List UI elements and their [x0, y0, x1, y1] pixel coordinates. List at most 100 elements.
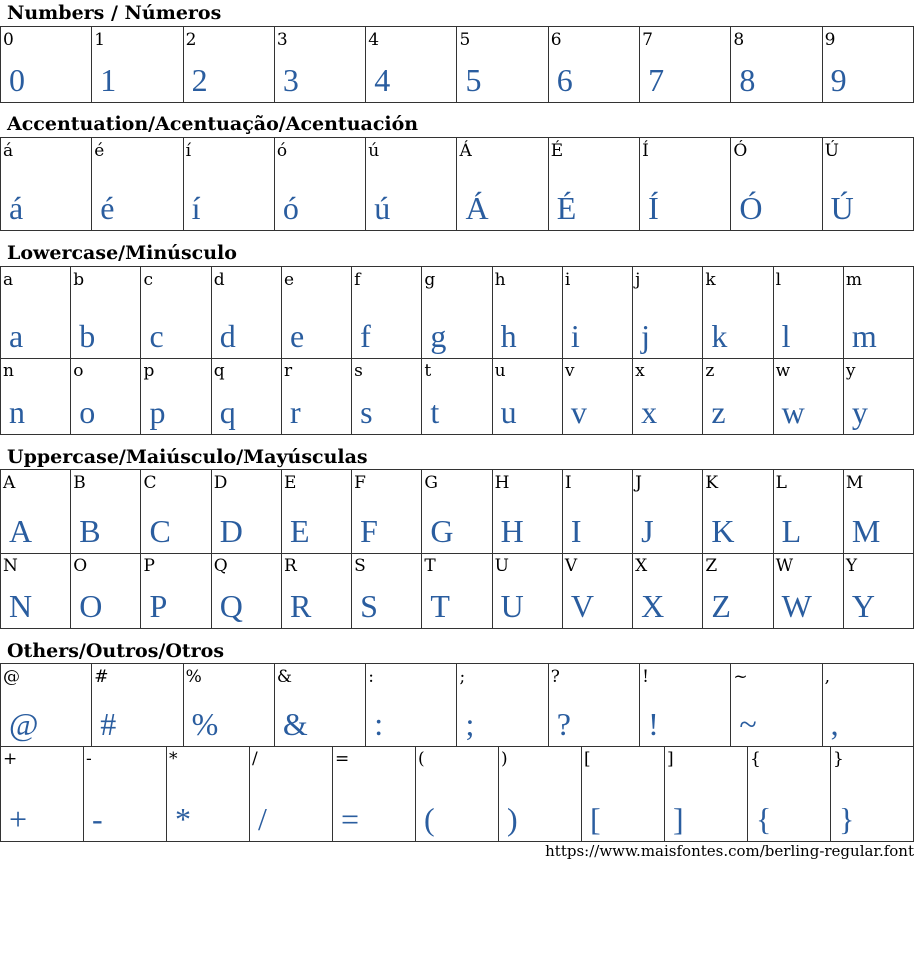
character-label: J: [635, 473, 642, 493]
character-label: i: [564, 270, 571, 290]
character-label: W: [775, 556, 794, 576]
glyph-sample: o: [79, 394, 96, 430]
character-label: (: [418, 749, 425, 769]
character-label: s: [354, 361, 363, 381]
glyph-sample: e: [289, 318, 305, 354]
glyph-cell: %%: [184, 664, 275, 746]
glyph-sample: }: [839, 801, 855, 837]
character-label: !: [642, 667, 649, 687]
character-label: F: [354, 473, 366, 493]
glyph-sample: ;: [465, 706, 475, 742]
character-label: h: [494, 270, 506, 290]
glyph-sample: @: [9, 706, 39, 742]
glyph-sample: &: [282, 706, 308, 742]
glyph-sample: Y: [851, 588, 875, 624]
glyph-sample: 0: [9, 62, 25, 98]
character-label: X: [635, 556, 648, 576]
character-label: [: [584, 749, 591, 769]
glyph-sample: z: [711, 394, 726, 430]
glyph-cell: ]]: [665, 746, 748, 841]
character-label: ?: [550, 667, 560, 687]
glyph-sample: m: [851, 318, 877, 354]
glyph-cell: @ @: [1, 664, 93, 746]
glyph-sample: L: [781, 513, 802, 549]
glyph-sample: /: [258, 801, 267, 837]
glyph-cell: = =: [333, 746, 416, 841]
glyph-cell: ??: [549, 664, 641, 746]
glyph-sample: l: [781, 318, 791, 354]
section-title: Uppercase/Maiúsculo/Mayúsculas: [7, 446, 368, 468]
source-url[interactable]: https://www.maisfontes.com/berling-regul…: [545, 842, 914, 860]
character-label: q: [213, 361, 225, 381]
character-label: r: [283, 361, 293, 381]
glyph-sample: d: [219, 318, 236, 354]
glyph-sample: A: [9, 513, 33, 549]
character-label: w: [775, 361, 791, 381]
character-label: u: [494, 361, 506, 381]
character-label: H: [494, 473, 510, 493]
glyph-cell: ((: [416, 746, 499, 841]
glyph-sample: %: [191, 706, 219, 742]
character-label: y: [845, 361, 856, 381]
character-label: 4: [368, 30, 380, 50]
character-label: n: [3, 361, 14, 381]
glyph-sample: ~: [739, 706, 757, 742]
glyph-sample: [: [590, 801, 601, 837]
glyph-sample: W: [781, 588, 812, 624]
glyph-sample: n: [9, 394, 25, 430]
character-label: R: [283, 556, 297, 576]
character-label: j: [635, 270, 641, 290]
glyph-sample: C: [149, 513, 171, 549]
glyph-sample: D: [219, 513, 243, 549]
glyph-sample: 4: [374, 62, 391, 98]
glyph-sample: N: [9, 588, 33, 624]
glyph-sample: ): [507, 801, 518, 837]
character-label: Q: [213, 556, 228, 576]
character-label: í: [185, 141, 192, 161]
character-label: Ó: [733, 141, 748, 161]
glyph-sample: V: [570, 588, 594, 624]
glyph-sample: P: [149, 588, 168, 624]
glyph-sample: s: [360, 394, 373, 430]
character-label: %: [185, 667, 202, 687]
character-label: T: [424, 556, 436, 576]
glyph-cell: --: [84, 746, 167, 841]
glyph-table-row: @ @ # #%% & &::;;??!! ~ ~,,: [0, 663, 914, 747]
glyph-sample: Q: [219, 588, 243, 624]
character-label: m: [845, 270, 862, 290]
character-label: Í: [642, 141, 649, 161]
character-label: o: [73, 361, 84, 381]
character-label: 2: [185, 30, 197, 50]
character-label: C: [143, 473, 157, 493]
character-label: k: [705, 270, 716, 290]
glyph-sample: ]: [673, 801, 684, 837]
character-label: ): [501, 749, 508, 769]
